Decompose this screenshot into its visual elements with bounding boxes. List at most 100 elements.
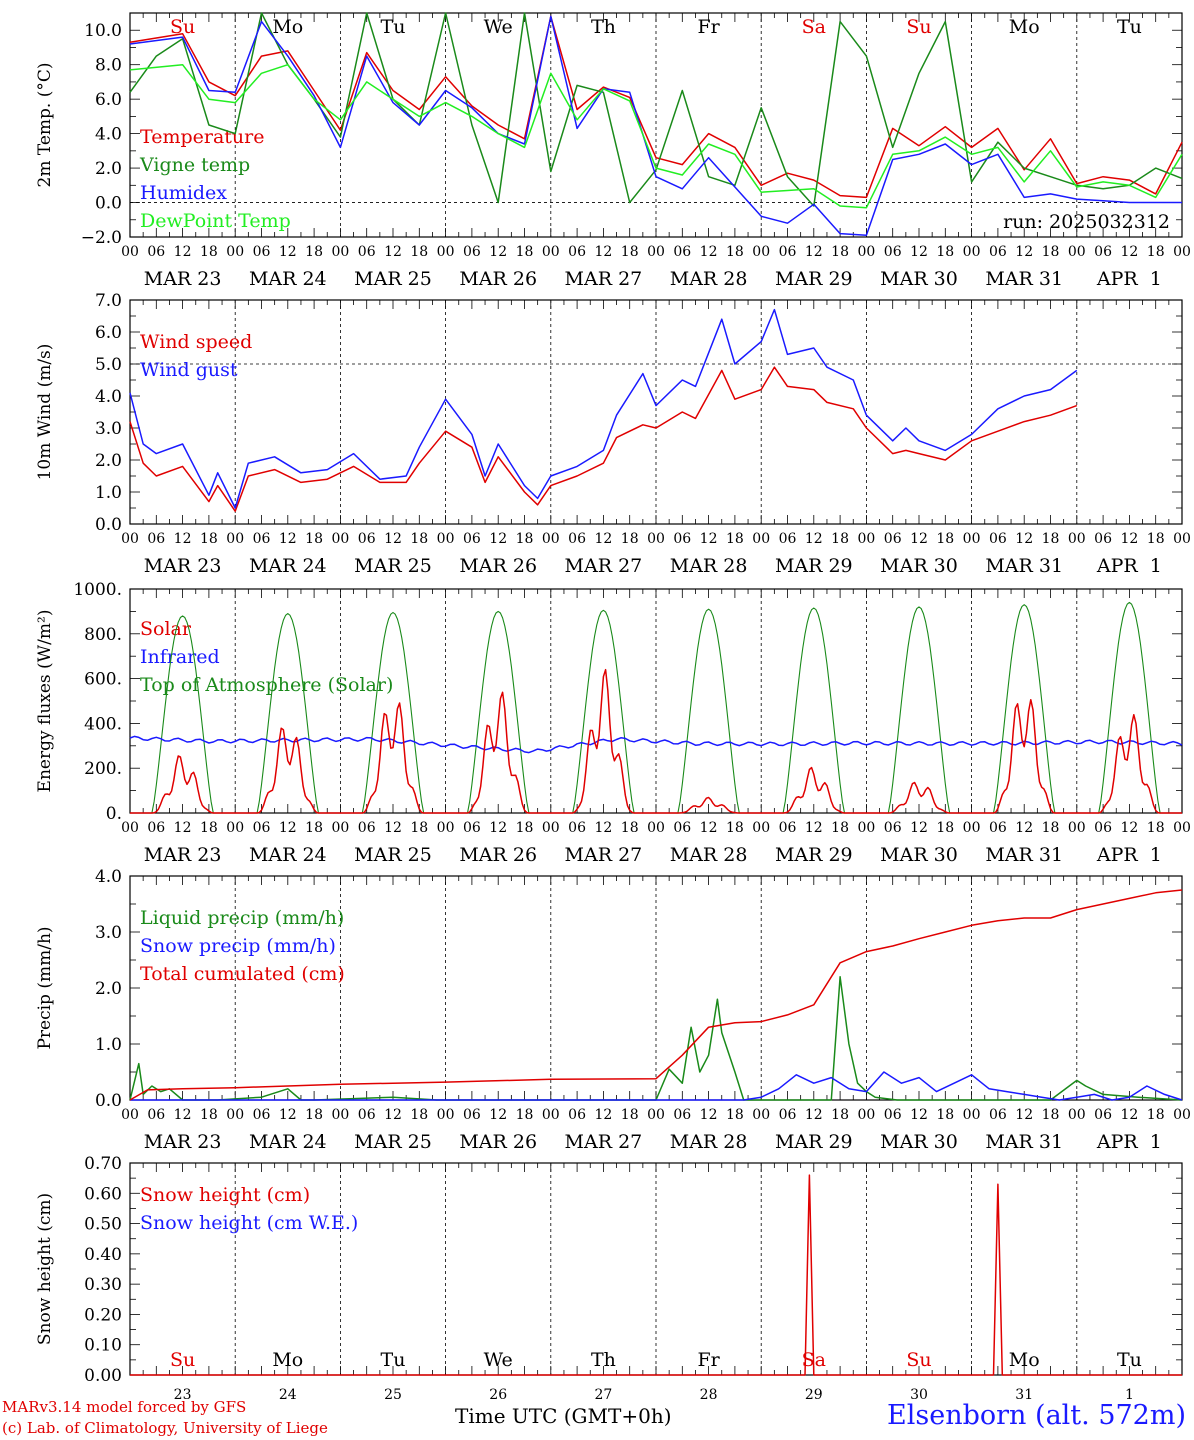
x-hour-label: 12	[1120, 1107, 1138, 1123]
y-axis-label: 2m Temp. (°C)	[35, 62, 55, 187]
x-hour-label: 00	[857, 820, 875, 836]
x-hour-label: 12	[174, 820, 192, 836]
x-hour-label: 12	[1015, 244, 1033, 260]
y-tick-label: 0.40	[84, 1245, 122, 1265]
x-hour-label: 00	[752, 244, 770, 260]
legend-entry: Solar	[140, 618, 192, 640]
x-hour-label: 12	[489, 820, 507, 836]
x-hour-label: 00	[226, 820, 244, 836]
x-date-label: APR 1	[1096, 268, 1162, 290]
x-hour-label: 00	[331, 244, 349, 260]
x-hour-label: 06	[568, 531, 586, 547]
x-date-label: MAR 29	[775, 1131, 853, 1153]
x-hour-label: 06	[673, 244, 691, 260]
x-hour-label: 12	[279, 820, 297, 836]
x-date-label: MAR 31	[985, 844, 1063, 866]
x-hour-label: 00	[121, 531, 139, 547]
x-hour-label: 18	[831, 1107, 849, 1123]
x-hour-label: 00	[542, 1107, 560, 1123]
x-hour-label: 06	[358, 244, 376, 260]
day-name-label: Sa	[802, 16, 826, 38]
x-hour-label: 06	[253, 820, 271, 836]
x-hour-label: 18	[621, 1107, 639, 1123]
y-tick-label: 3.0	[95, 923, 122, 943]
x-hour-label: 00	[437, 1107, 455, 1123]
x-hour-label: 00	[331, 531, 349, 547]
day-name-label: We	[484, 1349, 513, 1371]
x-hour-label: 12	[700, 1107, 718, 1123]
x-date-label: MAR 23	[144, 268, 222, 290]
x-hour-label: 12	[384, 244, 402, 260]
panel-frame	[129, 299, 1183, 525]
y-tick-label: 1.0	[95, 483, 122, 503]
x-date-label: MAR 25	[354, 1131, 432, 1153]
legend-entry: Snow precip (mm/h)	[140, 935, 336, 957]
x-hour-label: 18	[1042, 1107, 1060, 1123]
day-name-label: Mo	[272, 1349, 303, 1371]
x-hour-label: 12	[384, 531, 402, 547]
day-name-label: Mo	[1009, 16, 1040, 38]
day-number-label: 1	[1125, 1387, 1134, 1403]
day-name-label: Sa	[802, 1349, 826, 1371]
legend-entry: Liquid precip (mm/h)	[140, 907, 344, 929]
x-hour-label: 00	[226, 531, 244, 547]
x-date-label: MAR 30	[880, 844, 958, 866]
x-hour-label: 06	[253, 531, 271, 547]
day-number-label: 29	[805, 1387, 823, 1403]
x-hour-label: 00	[647, 1107, 665, 1123]
y-tick-label: 2.0	[95, 159, 122, 179]
day-name-label: Mo	[272, 16, 303, 38]
x-hour-label: 12	[279, 531, 297, 547]
x-hour-label: 06	[253, 244, 271, 260]
x-hour-label: 12	[594, 1107, 612, 1123]
x-hour-label: 18	[200, 1107, 218, 1123]
x-hour-label: 06	[989, 531, 1007, 547]
x-hour-label: 12	[805, 244, 823, 260]
x-hour-label: 18	[1042, 244, 1060, 260]
x-hour-label: 18	[516, 1107, 534, 1123]
y-axis-label: 10m Wind (m/s)	[35, 344, 55, 481]
x-date-label: MAR 27	[565, 268, 643, 290]
y-axis-label: Energy fluxes (W/m²)	[35, 610, 55, 793]
x-hour-label: 12	[384, 820, 402, 836]
x-date-label: MAR 31	[985, 268, 1063, 290]
x-hour-label: 18	[410, 820, 428, 836]
x-date-label: MAR 26	[459, 555, 537, 577]
x-hour-label: 12	[279, 244, 297, 260]
day-number-label: 26	[489, 1387, 507, 1403]
x-date-label: MAR 26	[459, 268, 537, 290]
series-line-dewpoint-temp	[129, 63, 1183, 209]
x-hour-label: 00	[1068, 244, 1086, 260]
legend-entry: Total cumulated (cm)	[140, 963, 345, 985]
day-name-label: Th	[591, 1349, 616, 1371]
y-tick-label: 0.0	[95, 515, 122, 535]
x-hour-label: 12	[174, 1107, 192, 1123]
day-name-label: Tu	[1117, 1349, 1142, 1371]
panel-frame	[129, 588, 1183, 814]
x-hour-label: 00	[647, 244, 665, 260]
x-hour-label: 12	[700, 820, 718, 836]
x-hour-label: 18	[1147, 1107, 1165, 1123]
day-name-label: Tu	[1117, 16, 1142, 38]
x-hour-label: 06	[463, 531, 481, 547]
legend-entry: Snow height (cm)	[140, 1184, 310, 1206]
x-hour-label: 12	[594, 244, 612, 260]
y-tick-label: 0.	[106, 804, 122, 824]
x-date-label: MAR 28	[670, 555, 748, 577]
y-tick-label: 0.60	[84, 1184, 122, 1204]
x-date-label: MAR 30	[880, 1131, 958, 1153]
x-hour-label: 00	[752, 820, 770, 836]
series-line-infrared	[129, 735, 1183, 754]
x-hour-label: 06	[989, 244, 1007, 260]
y-tick-label: 0.10	[84, 1336, 122, 1356]
x-hour-label: 06	[779, 531, 797, 547]
x-hour-label: 00	[752, 1107, 770, 1123]
x-hour-label: 06	[779, 244, 797, 260]
x-date-label: MAR 28	[670, 844, 748, 866]
x-date-label: APR 1	[1096, 555, 1162, 577]
y-tick-label: 4.0	[95, 867, 122, 887]
x-date-label: MAR 24	[249, 268, 327, 290]
day-name-label: Tu	[381, 16, 406, 38]
x-axis-title-text: Time UTC (GMT+0h)	[455, 1404, 672, 1428]
